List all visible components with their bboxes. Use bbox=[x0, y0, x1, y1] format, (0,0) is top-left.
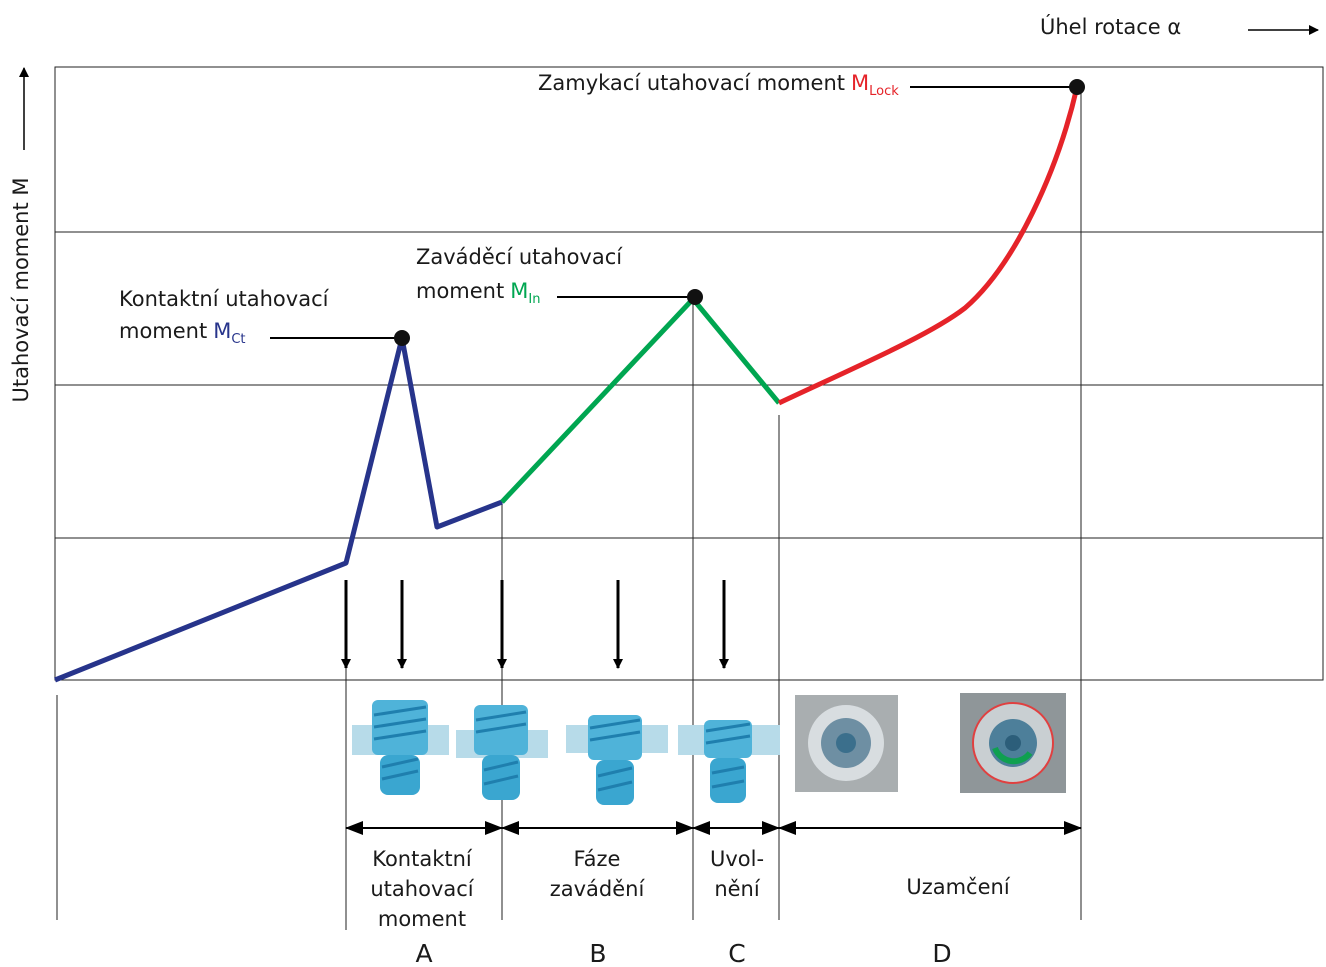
phase-letter: D bbox=[932, 939, 951, 967]
phase-boundaries bbox=[56, 87, 1082, 930]
plot-frame bbox=[54, 66, 1324, 681]
phase-label: Uzamčení bbox=[906, 875, 1010, 899]
text: moment bbox=[416, 279, 504, 303]
curve-contact bbox=[54, 335, 503, 683]
insertion-annotation-line1: Zaváděcí utahovací bbox=[416, 245, 623, 269]
text: In bbox=[528, 292, 540, 307]
lock-annotation: Zamykací utahovací moment MLock bbox=[538, 71, 899, 99]
text: moment bbox=[119, 319, 207, 343]
phase-letter: C bbox=[728, 939, 745, 967]
phase-label: Uvol- bbox=[710, 847, 764, 871]
phase-letter: A bbox=[415, 939, 432, 967]
phase-letter: B bbox=[589, 939, 606, 967]
y-axis-label: Utahovací moment M bbox=[9, 177, 33, 402]
text: Lock bbox=[869, 84, 899, 99]
curve-lock bbox=[777, 86, 1080, 406]
phase-label: Fáze bbox=[574, 847, 621, 871]
screw-illustrations bbox=[352, 693, 1066, 805]
text: M bbox=[213, 319, 231, 343]
phase-label: moment bbox=[378, 907, 466, 931]
stage-arrows bbox=[341, 580, 729, 669]
phase-label: zavádění bbox=[550, 877, 646, 901]
point bbox=[687, 289, 703, 305]
point bbox=[1069, 79, 1085, 95]
point bbox=[394, 330, 410, 346]
text: Ct bbox=[231, 332, 245, 347]
insertion-annotation-line2: moment MIn bbox=[416, 279, 540, 307]
contact-annotation-line1: Kontaktní utahovací bbox=[119, 287, 330, 311]
text: M bbox=[851, 71, 869, 95]
phase-label: utahovací bbox=[370, 877, 474, 901]
x-axis-label: Úhel rotace α bbox=[1040, 14, 1181, 39]
grid bbox=[55, 231, 1323, 539]
curve-insertion bbox=[500, 296, 781, 504]
phase-label: nění bbox=[714, 877, 761, 901]
phase-label: Kontaktní bbox=[372, 847, 473, 871]
text: Zamykací utahovací moment bbox=[538, 71, 845, 95]
text: M bbox=[510, 279, 528, 303]
contact-annotation-line2: moment MCt bbox=[119, 319, 246, 347]
